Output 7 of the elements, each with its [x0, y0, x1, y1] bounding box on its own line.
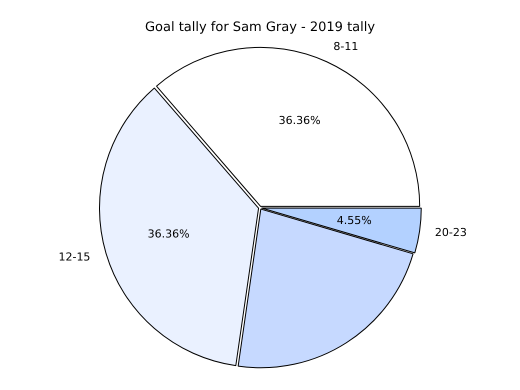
data-label: 36.36% — [148, 227, 190, 240]
data-label: 36.36% — [278, 114, 321, 128]
chart-title: Goal tally for Sam Gray - 2019 tally — [144, 20, 376, 36]
slice-label: 20-23 — [434, 226, 467, 239]
data-label: 4.55% — [336, 214, 372, 228]
slice-label: 12-15 — [58, 250, 90, 264]
slice-label: 8-11 — [333, 40, 358, 53]
